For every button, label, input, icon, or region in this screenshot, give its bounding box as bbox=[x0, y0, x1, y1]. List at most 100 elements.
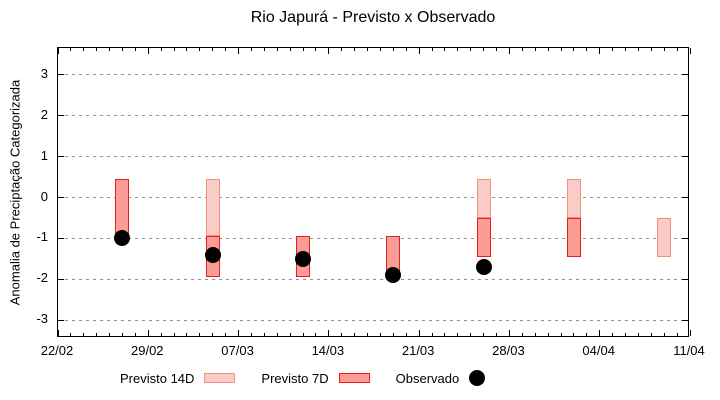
x-tick-bottom bbox=[238, 330, 240, 336]
x-tick-top bbox=[96, 48, 98, 51]
y-gridline bbox=[58, 197, 688, 198]
x-tick-bottom bbox=[354, 333, 356, 336]
x-tick-label: 07/03 bbox=[221, 343, 254, 358]
x-tick-top bbox=[418, 48, 420, 54]
x-tick-bottom bbox=[379, 333, 381, 336]
x-tick-bottom bbox=[405, 333, 407, 336]
x-tick-bottom bbox=[637, 333, 639, 336]
y-tick-label: -2 bbox=[36, 270, 48, 286]
previsto-14d-swatch-icon bbox=[204, 373, 236, 383]
previsto-7d-bar bbox=[115, 179, 130, 237]
x-tick-top bbox=[70, 48, 72, 51]
x-tick-bottom bbox=[560, 333, 562, 336]
x-tick-bottom bbox=[534, 333, 536, 336]
x-tick-top bbox=[367, 48, 369, 51]
x-tick-top bbox=[121, 48, 123, 51]
x-tick-bottom bbox=[328, 330, 330, 336]
x-tick-top bbox=[483, 48, 485, 51]
y-tick-label: 2 bbox=[40, 106, 48, 122]
x-tick-bottom bbox=[418, 330, 420, 336]
x-tick-bottom bbox=[444, 333, 446, 336]
x-tick-label: 28/03 bbox=[492, 343, 525, 358]
x-tick-top bbox=[534, 48, 536, 51]
y-gridline bbox=[58, 278, 688, 280]
x-tick-top bbox=[508, 48, 510, 54]
legend-item-observado: Observado bbox=[396, 370, 486, 386]
x-tick-top bbox=[147, 48, 149, 54]
y-gridline bbox=[58, 319, 688, 321]
x-tick-bottom bbox=[173, 333, 175, 336]
x-tick-top bbox=[444, 48, 446, 51]
x-tick-top bbox=[109, 48, 111, 51]
observado-dot bbox=[204, 246, 221, 263]
x-tick-top bbox=[57, 48, 59, 54]
x-tick-top bbox=[663, 48, 665, 51]
x-tick-top bbox=[160, 48, 162, 51]
chart-title: Rio Japurá - Previsto x Observado bbox=[250, 9, 496, 26]
previsto-14d-bar bbox=[657, 217, 672, 257]
previsto-7d-bar bbox=[476, 217, 491, 257]
x-tick-top bbox=[134, 48, 136, 51]
x-tick-top bbox=[238, 48, 240, 54]
y-tick-left bbox=[58, 197, 64, 198]
x-tick-bottom bbox=[586, 333, 588, 336]
x-tick-top bbox=[263, 48, 265, 51]
x-tick-bottom bbox=[134, 333, 136, 336]
x-tick-top bbox=[250, 48, 252, 51]
x-tick-bottom bbox=[199, 333, 201, 336]
x-tick-bottom bbox=[676, 333, 678, 336]
y-tick-label: 1 bbox=[40, 147, 48, 163]
x-tick-bottom bbox=[250, 333, 252, 336]
x-tick-bottom bbox=[276, 333, 278, 336]
legend-label-observado: Observado bbox=[395, 370, 460, 386]
legend-label-previsto-14d: Previsto 14D bbox=[120, 370, 195, 386]
plot-area bbox=[57, 47, 691, 337]
y-gridline bbox=[58, 237, 688, 239]
x-tick-top bbox=[637, 48, 639, 51]
x-tick-bottom bbox=[367, 333, 369, 336]
x-tick-bottom bbox=[263, 333, 265, 336]
legend-item-previsto-14d: Previsto 14D bbox=[120, 370, 236, 386]
x-tick-top bbox=[625, 48, 626, 51]
x-tick-bottom bbox=[83, 333, 85, 336]
y-tick-left bbox=[58, 278, 64, 280]
x-tick-top bbox=[315, 48, 317, 51]
x-tick-bottom bbox=[121, 333, 123, 336]
x-tick-bottom bbox=[431, 333, 433, 336]
x-tick-bottom bbox=[96, 333, 98, 336]
y-tick-right bbox=[682, 74, 688, 76]
x-tick-top bbox=[650, 48, 652, 51]
x-tick-bottom bbox=[147, 330, 149, 336]
x-tick-top bbox=[689, 48, 691, 54]
x-tick-bottom bbox=[650, 333, 652, 336]
x-tick-top bbox=[276, 48, 278, 51]
y-tick-right bbox=[682, 237, 688, 239]
x-tick-top bbox=[328, 48, 330, 54]
y-gridline bbox=[58, 115, 688, 117]
x-tick-top bbox=[612, 48, 614, 51]
x-tick-bottom bbox=[186, 333, 188, 336]
x-tick-top bbox=[341, 48, 343, 51]
y-tick-label: -3 bbox=[36, 311, 48, 327]
previsto-14d-bar bbox=[566, 179, 581, 218]
legend: Previsto 14D Previsto 7D Observado bbox=[120, 370, 486, 386]
x-tick-top bbox=[560, 48, 562, 51]
y-tick-label: -1 bbox=[36, 229, 48, 245]
x-tick-bottom bbox=[302, 333, 304, 336]
y-tick-left bbox=[58, 74, 64, 76]
observado-dot bbox=[114, 230, 131, 247]
x-tick-bottom bbox=[625, 333, 626, 336]
x-tick-top bbox=[547, 48, 549, 51]
x-tick-bottom bbox=[612, 333, 614, 336]
x-tick-top bbox=[405, 48, 407, 51]
observado-dot bbox=[385, 267, 402, 284]
legend-item-previsto-7d: Previsto 7D bbox=[261, 371, 370, 386]
x-tick-bottom bbox=[521, 333, 523, 336]
x-tick-top bbox=[289, 48, 291, 51]
y-tick-label: 0 bbox=[40, 188, 48, 204]
x-tick-bottom bbox=[212, 333, 214, 336]
x-tick-top bbox=[431, 48, 433, 51]
y-tick-left bbox=[58, 237, 64, 239]
x-tick-top bbox=[354, 48, 356, 51]
x-tick-top bbox=[457, 48, 459, 51]
